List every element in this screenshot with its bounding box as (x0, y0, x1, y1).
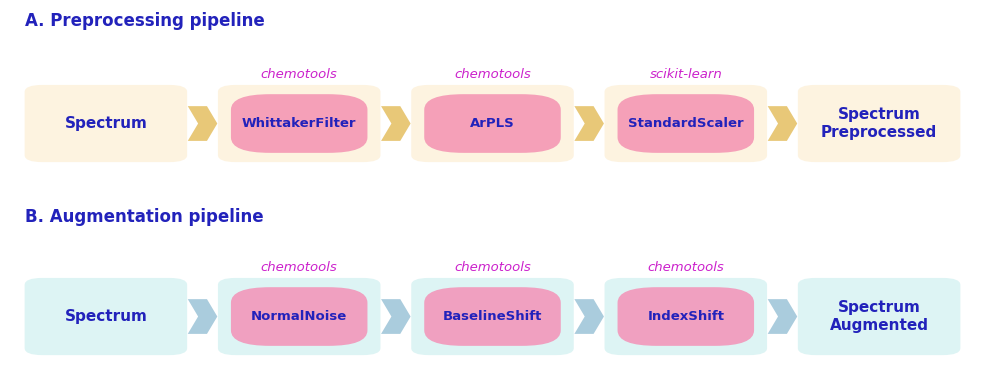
FancyBboxPatch shape (218, 278, 380, 355)
Text: chemotools: chemotools (261, 68, 338, 81)
FancyBboxPatch shape (412, 278, 574, 355)
Text: chemotools: chemotools (261, 261, 338, 274)
Polygon shape (381, 299, 411, 334)
Polygon shape (381, 106, 411, 141)
Polygon shape (188, 106, 218, 141)
Polygon shape (767, 299, 797, 334)
Text: chemotools: chemotools (454, 68, 531, 81)
Text: WhittakerFilter: WhittakerFilter (242, 117, 357, 130)
Polygon shape (574, 106, 604, 141)
FancyBboxPatch shape (605, 85, 767, 162)
FancyBboxPatch shape (230, 94, 367, 153)
Text: chemotools: chemotools (647, 261, 724, 274)
FancyBboxPatch shape (25, 85, 187, 162)
FancyBboxPatch shape (25, 278, 187, 355)
Polygon shape (574, 299, 604, 334)
Polygon shape (767, 106, 797, 141)
FancyBboxPatch shape (618, 287, 755, 346)
FancyBboxPatch shape (798, 278, 960, 355)
Text: scikit-learn: scikit-learn (649, 68, 722, 81)
FancyBboxPatch shape (605, 278, 767, 355)
FancyBboxPatch shape (798, 85, 960, 162)
Text: B. Augmentation pipeline: B. Augmentation pipeline (25, 208, 263, 227)
FancyBboxPatch shape (230, 287, 367, 346)
Text: ArPLS: ArPLS (470, 117, 515, 130)
Text: IndexShift: IndexShift (647, 310, 724, 323)
FancyBboxPatch shape (425, 94, 560, 153)
Text: StandardScaler: StandardScaler (628, 117, 744, 130)
FancyBboxPatch shape (412, 85, 574, 162)
Text: Spectrum
Preprocessed: Spectrum Preprocessed (821, 107, 938, 140)
Text: NormalNoise: NormalNoise (251, 310, 348, 323)
Text: Spectrum
Augmented: Spectrum Augmented (829, 300, 929, 333)
Text: Spectrum: Spectrum (64, 116, 148, 131)
FancyBboxPatch shape (425, 287, 560, 346)
Polygon shape (188, 299, 218, 334)
FancyBboxPatch shape (618, 94, 755, 153)
FancyBboxPatch shape (218, 85, 380, 162)
Text: chemotools: chemotools (454, 261, 531, 274)
Text: Spectrum: Spectrum (64, 309, 148, 324)
Text: A. Preprocessing pipeline: A. Preprocessing pipeline (25, 12, 264, 30)
Text: BaselineShift: BaselineShift (443, 310, 542, 323)
